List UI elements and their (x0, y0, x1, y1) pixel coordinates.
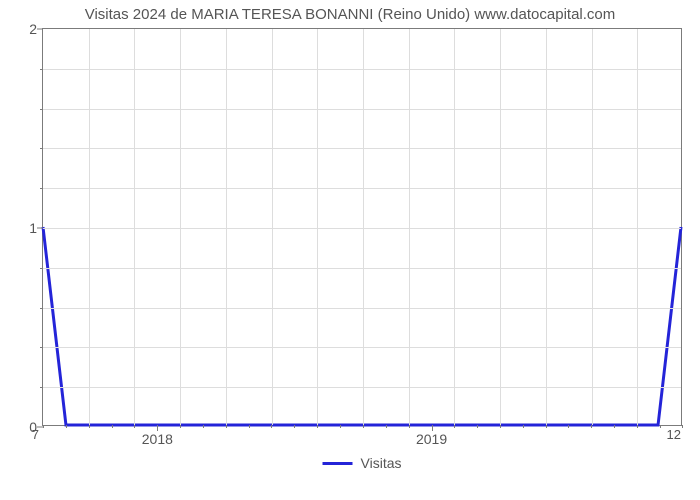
ytick-label: 1 (29, 220, 43, 236)
grid-h (43, 228, 681, 229)
ytick-minor (40, 109, 43, 110)
xtick-minor (386, 425, 387, 428)
grid-v (134, 29, 135, 425)
line-series (43, 29, 681, 425)
ytick-minor (40, 148, 43, 149)
grid-h-minor (43, 308, 681, 309)
ytick-minor (40, 188, 43, 189)
xtick-minor (294, 425, 295, 428)
grid-h-minor (43, 69, 681, 70)
xtick-minor (317, 425, 318, 428)
legend-swatch (323, 462, 353, 465)
ytick-minor (40, 347, 43, 348)
ytick-label: 0 (29, 419, 43, 435)
grid-h-minor (43, 109, 681, 110)
xtick-minor (89, 425, 90, 428)
legend: Visitas (323, 455, 402, 471)
grid-v (546, 29, 547, 425)
xtick-minor (637, 425, 638, 428)
xtick-label: 2019 (416, 425, 447, 447)
xtick-minor (568, 425, 569, 428)
xtick-minor (203, 425, 204, 428)
xtick-minor (523, 425, 524, 428)
xtick-minor (271, 425, 272, 428)
grid-v (363, 29, 364, 425)
xtick-minor (409, 425, 410, 428)
xtick-minor (363, 425, 364, 428)
xtick-minor (682, 425, 683, 428)
xtick-minor (591, 425, 592, 428)
xtick-label: 2018 (142, 425, 173, 447)
xtick-minor (226, 425, 227, 428)
ytick-minor (40, 69, 43, 70)
grid-v (592, 29, 593, 425)
grid-h-minor (43, 268, 681, 269)
x-corner-right: 12 (667, 425, 681, 442)
xtick-minor (660, 425, 661, 428)
grid-h-minor (43, 148, 681, 149)
legend-label: Visitas (361, 455, 402, 471)
xtick-minor (614, 425, 615, 428)
ytick-label: 2 (29, 21, 43, 37)
xtick-minor (340, 425, 341, 428)
grid-h-minor (43, 347, 681, 348)
xtick-minor (112, 425, 113, 428)
xtick-minor (249, 425, 250, 428)
grid-h-minor (43, 387, 681, 388)
xtick-minor (66, 425, 67, 428)
grid-v (180, 29, 181, 425)
grid-v (317, 29, 318, 425)
xtick-minor (477, 425, 478, 428)
grid-v (226, 29, 227, 425)
grid-v (272, 29, 273, 425)
ytick-minor (40, 268, 43, 269)
grid-v (500, 29, 501, 425)
xtick-minor (500, 425, 501, 428)
ytick-minor (40, 387, 43, 388)
grid-v (454, 29, 455, 425)
plot-area: 7 12 Visitas 01220182019 (42, 28, 682, 426)
xtick-minor (43, 425, 44, 428)
xtick-minor (180, 425, 181, 428)
xtick-minor (134, 425, 135, 428)
ytick-minor (40, 308, 43, 309)
xtick-minor (546, 425, 547, 428)
grid-h-minor (43, 188, 681, 189)
grid-v (89, 29, 90, 425)
chart-title: Visitas 2024 de MARIA TERESA BONANNI (Re… (0, 6, 700, 23)
series-line (43, 227, 681, 425)
grid-v (409, 29, 410, 425)
grid-v (637, 29, 638, 425)
xtick-minor (454, 425, 455, 428)
